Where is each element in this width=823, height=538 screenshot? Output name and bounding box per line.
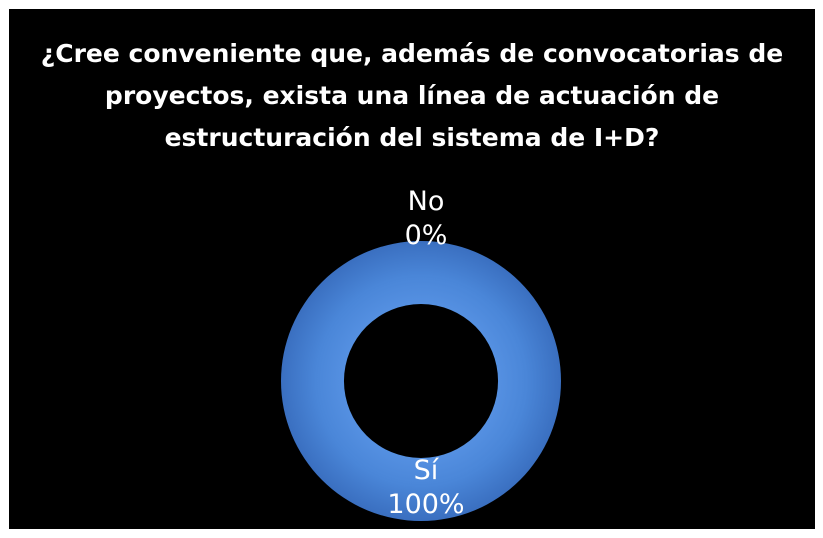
- donut-slice-si: [281, 241, 561, 521]
- slice-label-si-name: Sí: [413, 455, 439, 486]
- chart-title-line-3: estructuración del sistema de I+D?: [164, 123, 660, 152]
- chart-panel: ¿Cree conveniente que, además de convoca…: [9, 9, 815, 529]
- slice-label-no-value: 0%: [404, 220, 448, 251]
- slice-label-no-name: No: [407, 186, 445, 217]
- chart-title-line-1: ¿Cree conveniente que, además de convoca…: [40, 39, 784, 68]
- slice-label-no: No 0%: [366, 185, 486, 253]
- chart-title: ¿Cree conveniente que, además de convoca…: [9, 33, 815, 159]
- slice-label-si-value: 100%: [387, 489, 465, 520]
- slices-group: [281, 241, 561, 521]
- donut-chart: [281, 241, 561, 521]
- slice-label-si: Sí 100%: [366, 454, 486, 522]
- chart-title-line-2: proyectos, exista una línea de actuación…: [104, 81, 720, 110]
